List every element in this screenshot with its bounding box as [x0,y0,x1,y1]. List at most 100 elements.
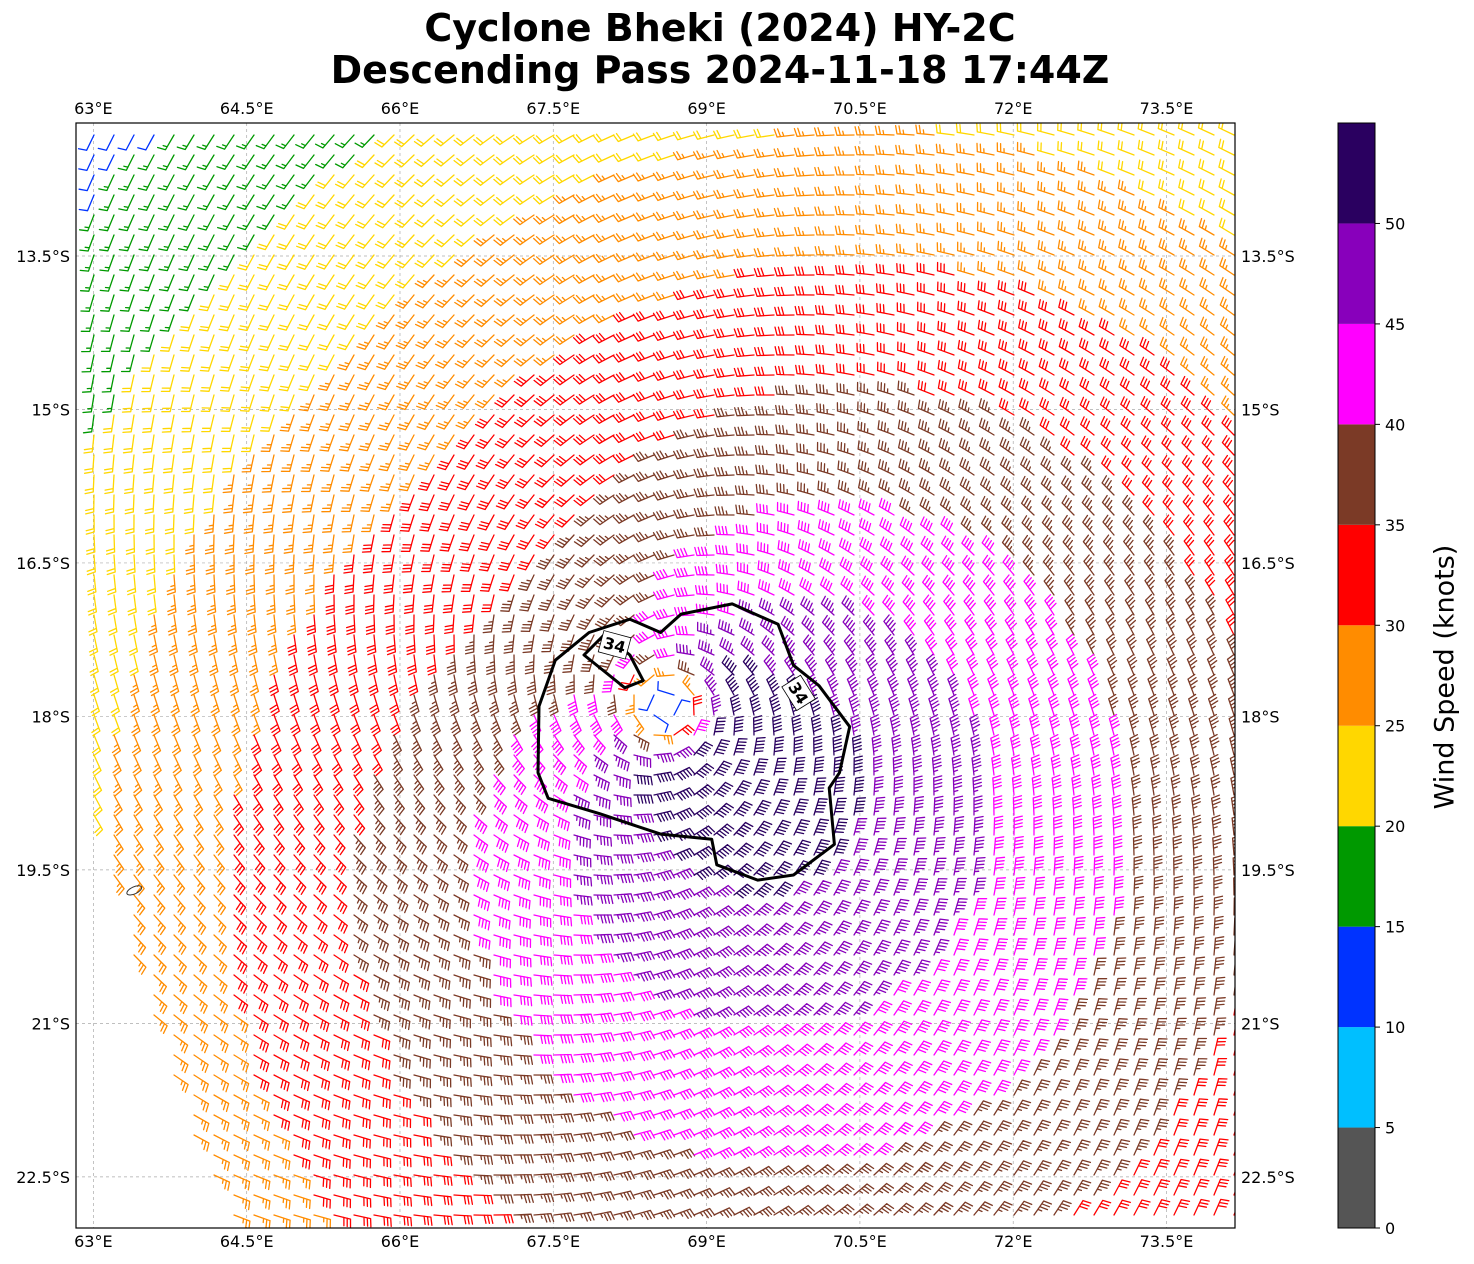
wind-barb [273,1094,290,1112]
wind-barb [993,1180,1013,1196]
wind-barb [953,1100,973,1116]
wind-barb [173,1034,189,1054]
wind-barb [429,694,440,717]
wind-barb [513,254,535,266]
wind-barb [149,654,159,676]
wind-barb [147,594,157,616]
wind-barb [1178,198,1195,216]
wind-barb [693,309,715,320]
wind-barb [693,926,716,939]
wind-barb [296,274,315,291]
wind-barb [376,374,395,391]
wind-barb [736,561,755,576]
wind-barb [1042,534,1055,556]
wind-barb [1173,1078,1189,1096]
wind-barb [453,754,464,776]
lon-tick-label: 63°E [74,99,112,118]
wind-barb [1037,259,1055,276]
wind-barb [293,1014,310,1033]
wind-barb [253,994,269,1014]
wind-barb [361,534,375,553]
wind-barb [153,894,166,916]
wind-barb [632,371,655,382]
wind-barb [673,1048,696,1061]
wind-barb [753,307,775,317]
wind-barb [933,938,950,956]
wind-barb [553,494,575,508]
wind-barb [855,283,875,296]
wind-barb [433,834,448,855]
colorbar-tick-label: 30 [1385,616,1405,635]
wind-barb [253,1114,270,1132]
wind-barb [913,1141,934,1156]
wind-barb [813,1103,835,1117]
wind-barb [835,264,855,276]
wind-barb [152,754,162,777]
lat-tick-label: 22.5°S [16,1168,70,1187]
wind-barb [794,226,815,237]
wind-barb [390,714,401,737]
wind-barb [573,954,594,964]
wind-barb [813,1063,835,1076]
wind-barb [889,714,901,736]
wind-barb [713,269,735,279]
wind-barb [758,597,775,616]
wind-barb [213,1074,230,1093]
wind-barb [201,414,215,433]
wind-barb [956,202,975,216]
wind-barb [219,354,235,372]
wind-barb [1173,1138,1190,1156]
wind-barb [323,554,335,574]
wind-barbs [77,123,1235,1228]
wind-barb [522,634,535,654]
wind-barb [973,999,991,1016]
wind-barb [612,432,635,444]
wind-barb [1080,416,1095,436]
wind-barb [572,174,595,184]
wind-barb [991,754,1002,776]
wind-barb [1077,219,1095,236]
wind-barb [773,266,795,277]
wind-barb [1073,917,1086,936]
wind-barb [180,394,195,413]
wind-barb [740,635,755,656]
wind-barb [223,494,235,514]
wind-barb [834,126,855,136]
wind-barb [1178,178,1195,196]
wind-barb [493,154,515,166]
wind-barb [633,1209,656,1221]
wind-barb [1004,613,1018,636]
wind-barb [816,402,835,416]
wind-barb [84,474,95,495]
wind-barb [973,897,988,916]
wind-barb [293,814,305,836]
wind-barb [253,814,265,836]
wind-barb [533,974,553,986]
wind-barb [1013,835,1024,856]
wind-barb [898,477,915,496]
wind-barb [433,1154,453,1167]
wind-barb [413,1074,432,1089]
wind-barb [713,945,736,959]
wind-barb [1173,1017,1187,1036]
wind-barb [1206,633,1217,656]
wind-barb [1189,733,1200,756]
wind-barb [815,324,835,336]
wind-barb [473,1074,493,1087]
wind-barb [246,594,256,616]
wind-barb [933,979,951,996]
wind-barb [145,534,155,555]
lon-tick-label: 64.5°E [220,1232,274,1251]
wind-barb [873,1142,894,1156]
wind-barb [354,134,375,148]
wind-barb [933,795,944,816]
wind-barb [993,1140,1013,1156]
wind-barb [1047,673,1059,696]
wind-barb [395,354,415,370]
wind-barb [453,174,475,187]
wind-barb [930,734,942,756]
wind-barb [379,474,395,492]
wind-barb [369,694,380,717]
wind-barb [960,515,975,536]
wind-barb [298,374,315,392]
